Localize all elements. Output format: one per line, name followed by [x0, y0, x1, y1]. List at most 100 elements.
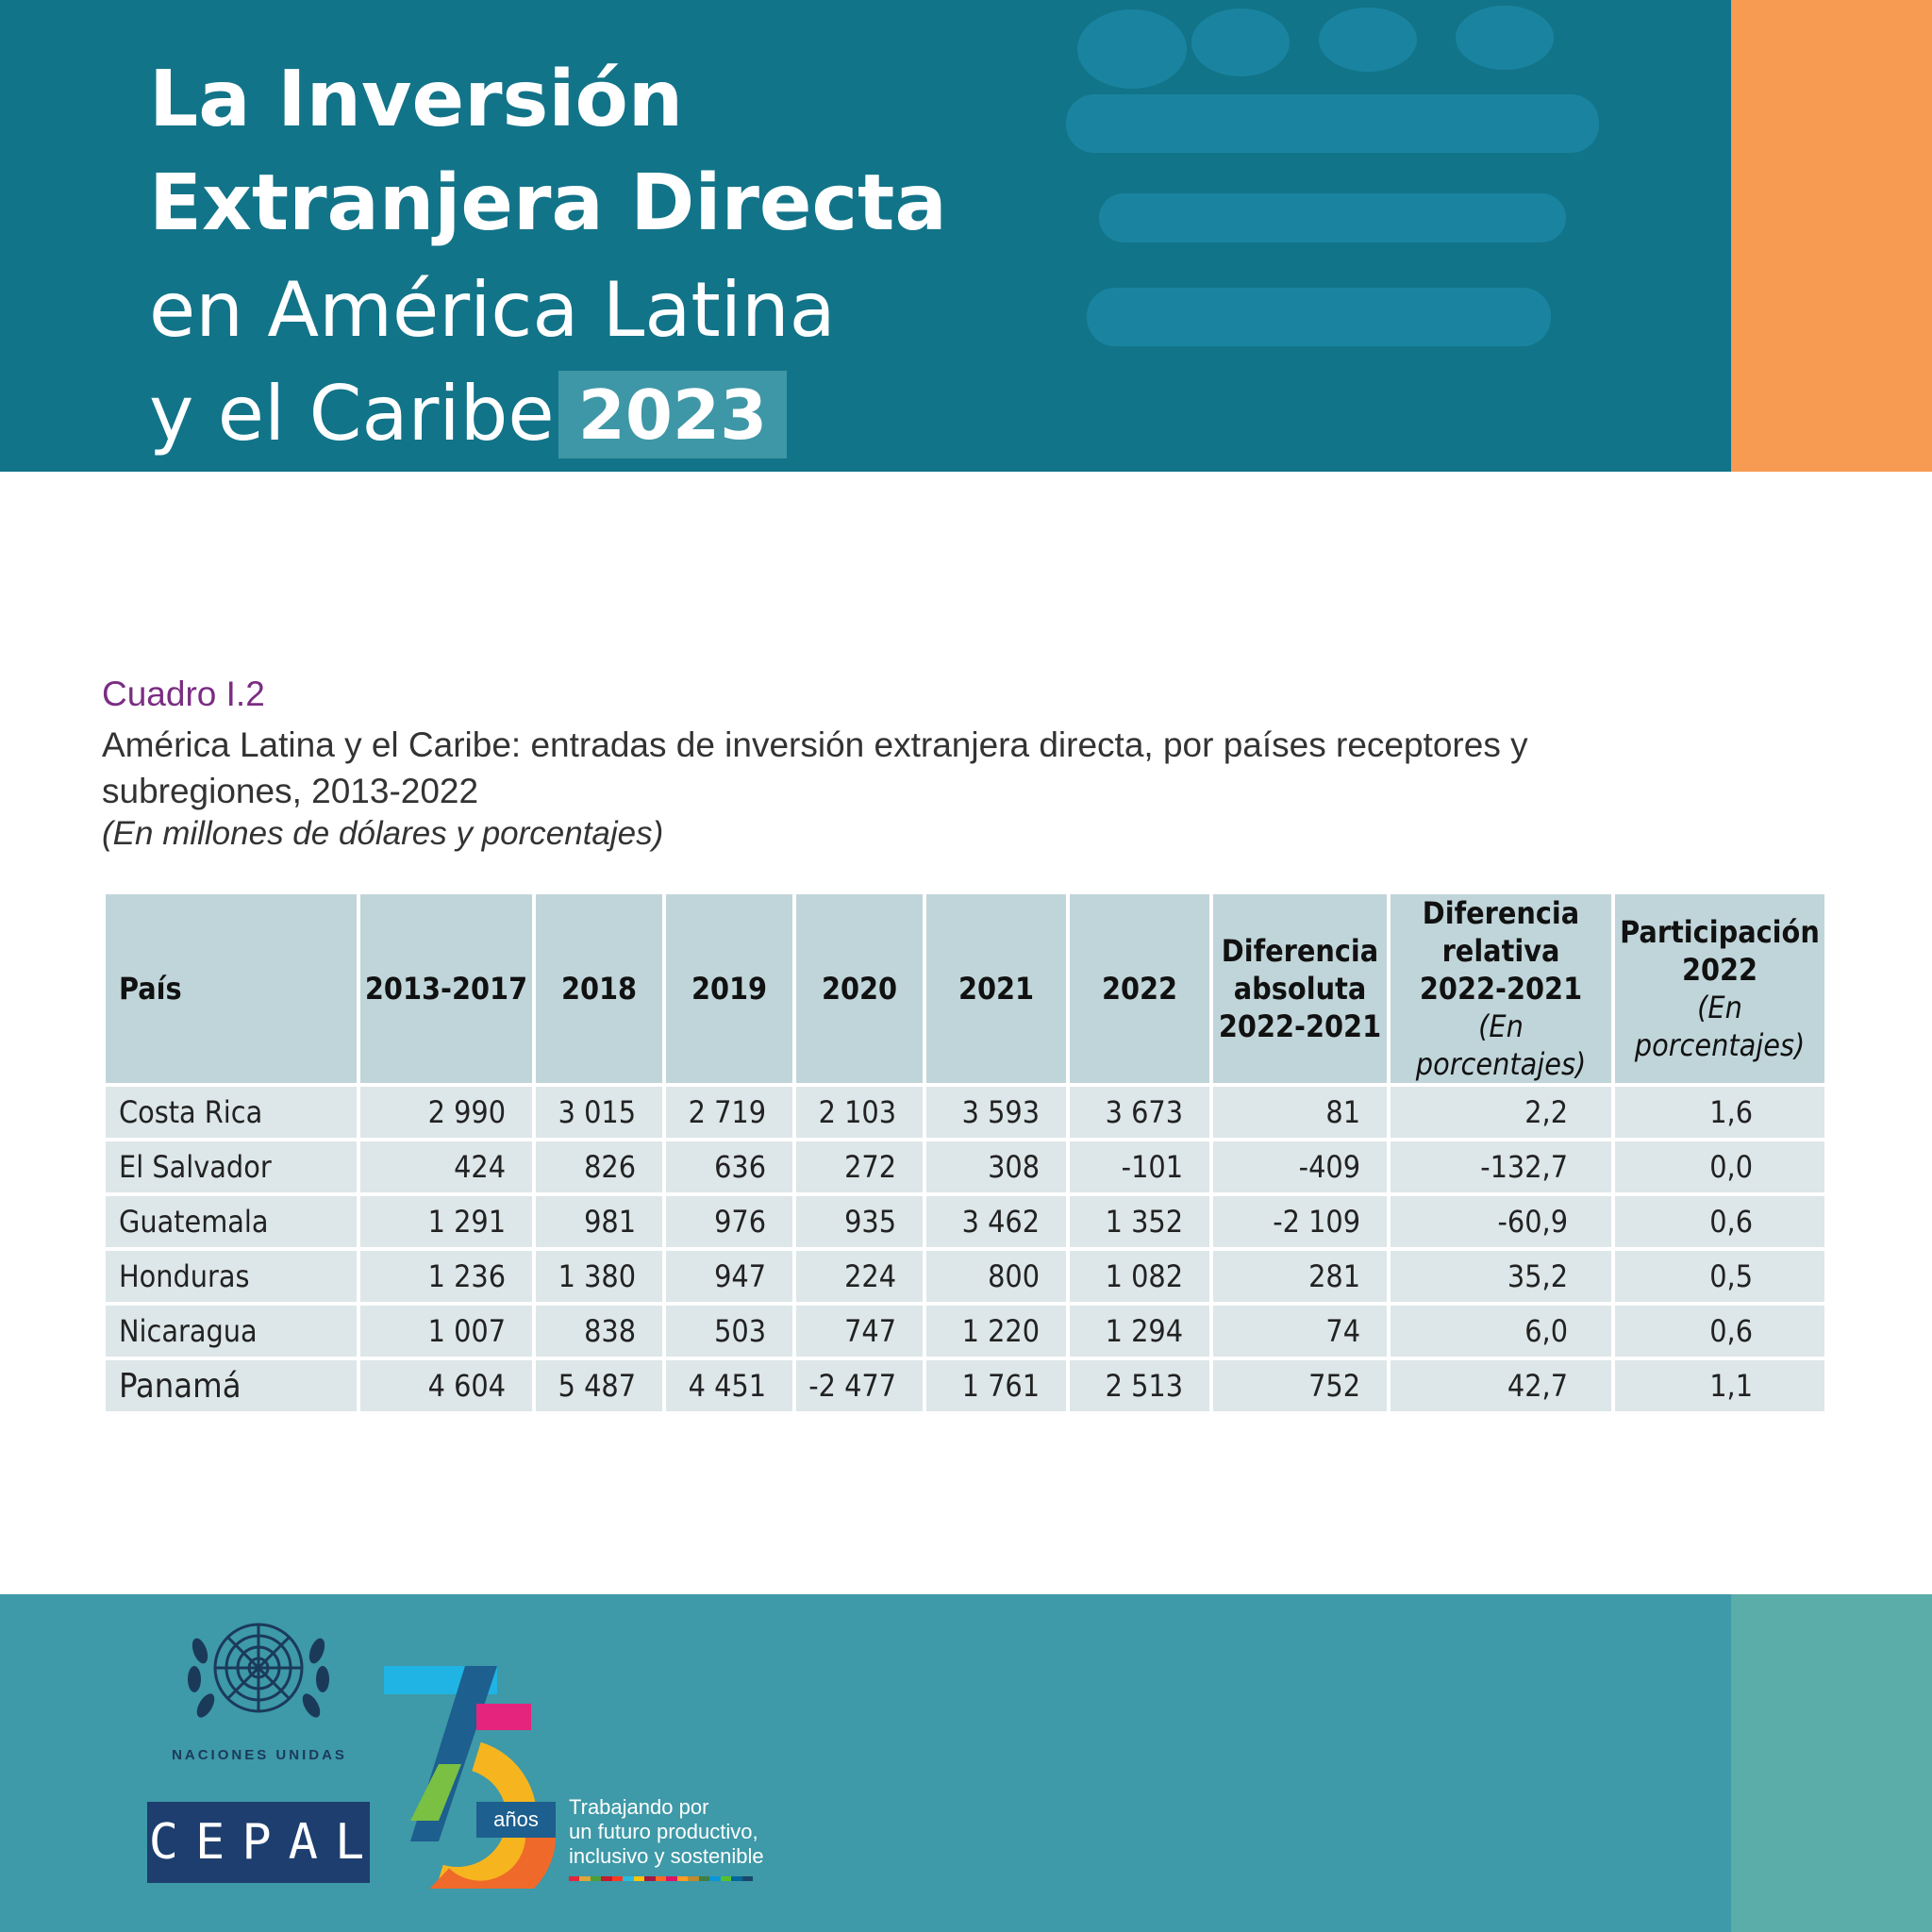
table-row: Honduras 1 236 1 380 947 224 800 1 082 2… [106, 1251, 1824, 1302]
cell-share: 0,6 [1615, 1196, 1824, 1247]
cell-2022: -101 [1070, 1141, 1209, 1192]
cell-abs-diff: -409 [1213, 1141, 1387, 1192]
year-badge: 2023 [558, 371, 787, 458]
header-abs-line1: Diferencia [1221, 933, 1379, 969]
cell-country: El Salvador [106, 1141, 357, 1192]
table-row: El Salvador 424 826 636 272 308 -101 -40… [106, 1141, 1824, 1192]
table-header-row: País 2013-2017 2018 2019 2020 2021 2022 … [106, 894, 1824, 1083]
cell-2022: 1 294 [1070, 1306, 1209, 1357]
cell-2018: 838 [536, 1306, 662, 1357]
header-2020: 2020 [796, 894, 923, 1083]
cell-rel-diff: -132,7 [1391, 1141, 1611, 1192]
header-abs-line3: 2022-2021 [1218, 1008, 1382, 1044]
cell-2021: 1 220 [926, 1306, 1066, 1357]
fdi-table: País 2013-2017 2018 2019 2020 2021 2022 … [102, 891, 1828, 1415]
cell-2013-2017: 424 [360, 1141, 532, 1192]
cell-2021: 800 [926, 1251, 1066, 1302]
header-share-unit: (En porcentajes) [1634, 990, 1806, 1063]
cell-2022: 1 352 [1070, 1196, 1209, 1247]
table-label: Cuadro I.2 [102, 675, 265, 713]
report-title-line-1: La Inversión [149, 55, 684, 144]
cell-2019: 4 451 [666, 1360, 792, 1411]
header-2018: 2018 [536, 894, 662, 1083]
cell-2013-2017: 4 604 [360, 1360, 532, 1411]
anos-badge: años [476, 1802, 556, 1838]
table-row: Nicaragua 1 007 838 503 747 1 220 1 294 … [106, 1306, 1824, 1357]
cell-2019: 636 [666, 1141, 792, 1192]
header-relative-difference: Diferencia relativa 2022-2021 (En porcen… [1391, 894, 1611, 1083]
cell-share: 0,6 [1615, 1306, 1824, 1357]
cell-2019: 2 719 [666, 1087, 792, 1138]
cell-2021: 1 761 [926, 1360, 1066, 1411]
header-2022: 2022 [1070, 894, 1209, 1083]
cell-2020: 2 103 [796, 1087, 923, 1138]
cell-country: Panamá [106, 1360, 357, 1411]
cell-rel-diff: 6,0 [1391, 1306, 1611, 1357]
sdg-color-strip [569, 1876, 753, 1881]
header-absolute-difference: Diferencia absoluta 2022-2021 [1213, 894, 1387, 1083]
cell-share: 0,5 [1615, 1251, 1824, 1302]
header-share-2022: Participación 2022 (En porcentajes) [1615, 894, 1824, 1083]
table-subtitle: (En millones de dólares y porcentajes) [102, 815, 664, 852]
cell-2018: 3 015 [536, 1087, 662, 1138]
cell-2019: 503 [666, 1306, 792, 1357]
un-emblem-icon [188, 1623, 329, 1718]
cell-rel-diff: 35,2 [1391, 1251, 1611, 1302]
header-country: País [106, 894, 357, 1083]
cell-abs-diff: -2 109 [1213, 1196, 1387, 1247]
cepal-logo: CEPAL [147, 1802, 370, 1883]
cell-2013-2017: 2 990 [360, 1087, 532, 1138]
header-abs-line2: absoluta [1233, 971, 1367, 1007]
cell-2018: 826 [536, 1141, 662, 1192]
cell-rel-diff: -60,9 [1391, 1196, 1611, 1247]
slogan-line-2: un futuro productivo, [569, 1820, 758, 1843]
table-row: Panamá 4 604 5 487 4 451 -2 477 1 761 2 … [106, 1360, 1824, 1411]
header-rel-line1: Diferencia [1422, 895, 1580, 931]
header-rel-line3: 2022-2021 [1419, 971, 1583, 1007]
header-2013-2017: 2013-2017 [360, 894, 532, 1083]
cell-2019: 947 [666, 1251, 792, 1302]
table-row: Costa Rica 2 990 3 015 2 719 2 103 3 593… [106, 1087, 1824, 1138]
header-accent-bar [1731, 0, 1932, 472]
cell-2018: 5 487 [536, 1360, 662, 1411]
cell-2013-2017: 1 007 [360, 1306, 532, 1357]
cell-country: Nicaragua [106, 1306, 357, 1357]
cell-2022: 3 673 [1070, 1087, 1209, 1138]
cell-2022: 1 082 [1070, 1251, 1209, 1302]
cell-rel-diff: 42,7 [1391, 1360, 1611, 1411]
cell-2020: -2 477 [796, 1360, 923, 1411]
cell-abs-diff: 74 [1213, 1306, 1387, 1357]
cell-2013-2017: 1 236 [360, 1251, 532, 1302]
cell-2022: 2 513 [1070, 1360, 1209, 1411]
cepal-75-years-logo-icon [384, 1666, 557, 1889]
cell-abs-diff: 81 [1213, 1087, 1387, 1138]
slogan: Trabajando por un futuro productivo, inc… [569, 1795, 764, 1869]
report-title-line-3: en América Latina [149, 266, 836, 354]
cell-2020: 935 [796, 1196, 923, 1247]
cell-2021: 3 593 [926, 1087, 1066, 1138]
footer-accent-bar [1731, 1594, 1932, 1932]
cell-2019: 976 [666, 1196, 792, 1247]
cell-abs-diff: 752 [1213, 1360, 1387, 1411]
cell-2013-2017: 1 291 [360, 1196, 532, 1247]
cell-share: 1,6 [1615, 1087, 1824, 1138]
header-2021: 2021 [926, 894, 1066, 1083]
cell-abs-diff: 281 [1213, 1251, 1387, 1302]
report-title-line-4: y el Caribe [149, 370, 555, 458]
cell-2018: 1 380 [536, 1251, 662, 1302]
cell-share: 1,1 [1615, 1360, 1824, 1411]
cell-country: Guatemala [106, 1196, 357, 1247]
header-share-line1: Participación [1620, 914, 1820, 950]
brush-strokes-decoration [1066, 6, 1599, 346]
un-label: NACIONES UNIDAS [172, 1747, 347, 1763]
cell-share: 0,0 [1615, 1141, 1824, 1192]
table-title: América Latina y el Caribe: entradas de … [102, 725, 1528, 810]
cell-2018: 981 [536, 1196, 662, 1247]
header-share-line2: 2022 [1681, 952, 1758, 988]
header-2019: 2019 [666, 894, 792, 1083]
cell-country: Costa Rica [106, 1087, 357, 1138]
cell-country: Honduras [106, 1251, 357, 1302]
table-row: Guatemala 1 291 981 976 935 3 462 1 352 … [106, 1196, 1824, 1247]
cell-2021: 3 462 [926, 1196, 1066, 1247]
cell-2020: 272 [796, 1141, 923, 1192]
